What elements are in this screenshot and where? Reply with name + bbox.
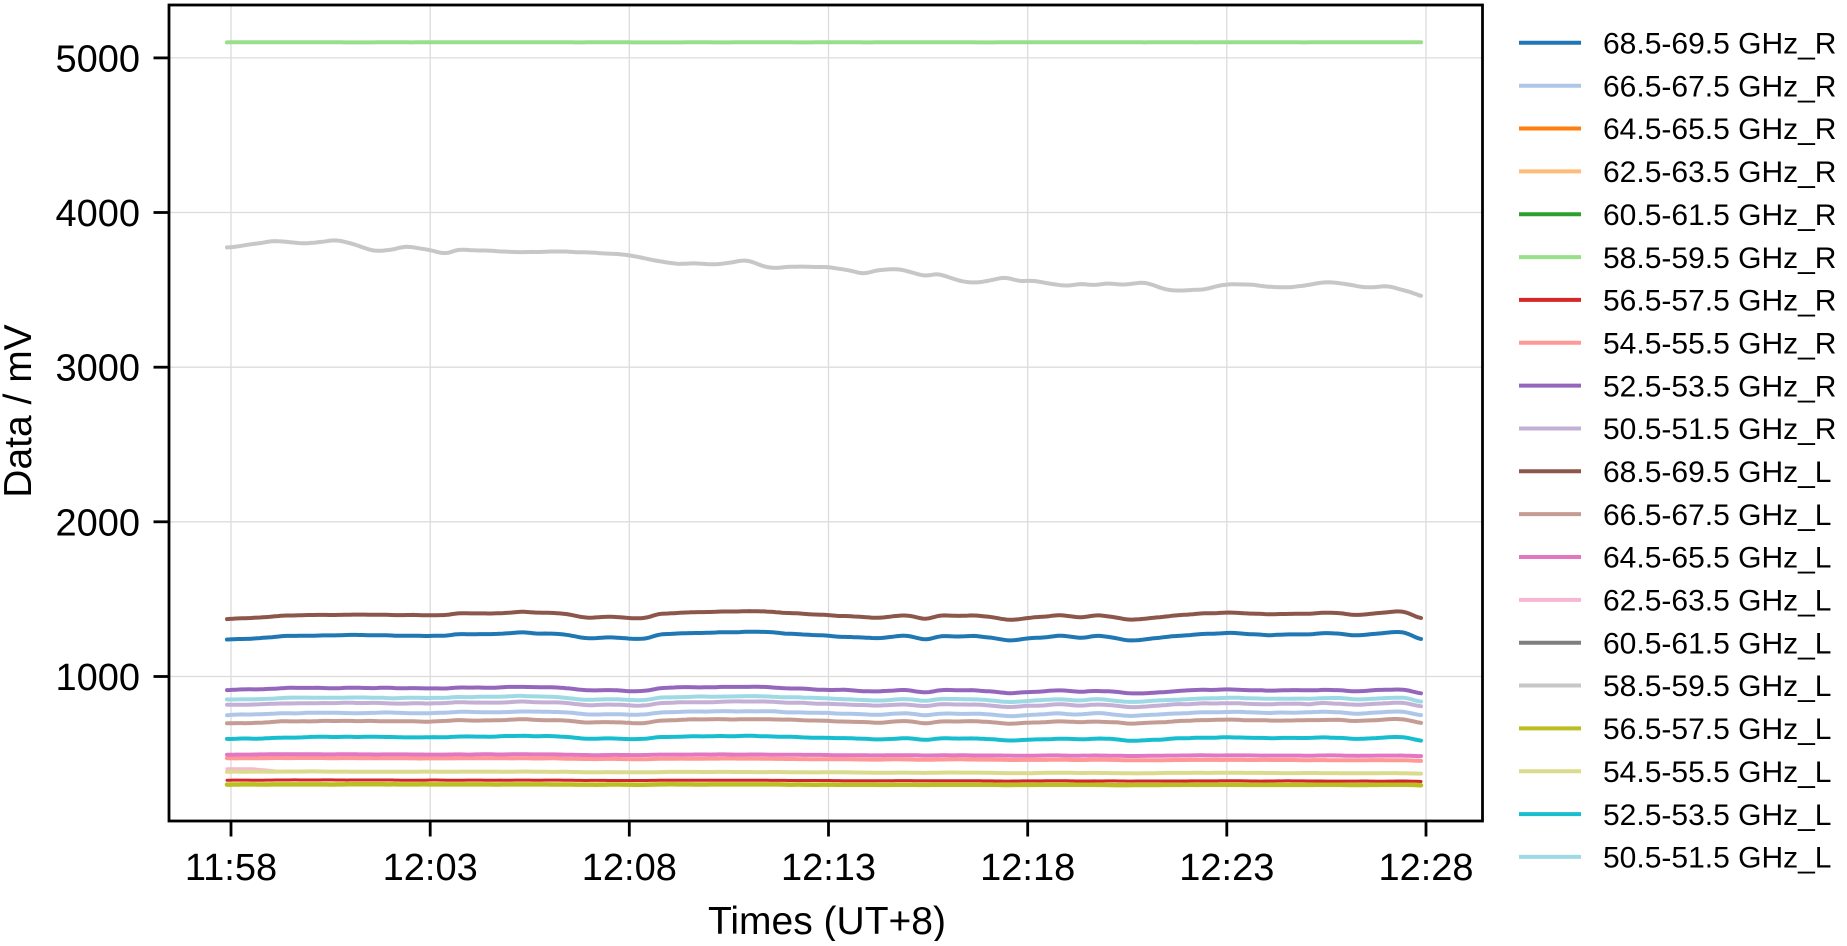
svg-text:4000: 4000	[55, 193, 140, 235]
svg-text:64.5-65.5 GHz_L: 64.5-65.5 GHz_L	[1603, 542, 1831, 575]
svg-text:50.5-51.5 GHz_L: 50.5-51.5 GHz_L	[1603, 842, 1831, 875]
svg-text:68.5-69.5 GHz_R: 68.5-69.5 GHz_R	[1603, 28, 1836, 61]
svg-text:12:08: 12:08	[582, 847, 677, 889]
svg-text:56.5-57.5 GHz_R: 56.5-57.5 GHz_R	[1603, 285, 1836, 318]
svg-text:58.5-59.5 GHz_R: 58.5-59.5 GHz_R	[1603, 242, 1836, 275]
svg-text:50.5-51.5 GHz_R: 50.5-51.5 GHz_R	[1603, 413, 1836, 446]
svg-text:66.5-67.5 GHz_R: 66.5-67.5 GHz_R	[1603, 70, 1836, 103]
svg-text:52.5-53.5 GHz_L: 52.5-53.5 GHz_L	[1603, 799, 1831, 832]
svg-text:1000: 1000	[55, 657, 140, 699]
svg-text:12:18: 12:18	[980, 847, 1075, 889]
svg-text:66.5-67.5 GHz_L: 66.5-67.5 GHz_L	[1603, 499, 1831, 532]
svg-text:54.5-55.5 GHz_L: 54.5-55.5 GHz_L	[1603, 756, 1831, 789]
svg-text:62.5-63.5 GHz_R: 62.5-63.5 GHz_R	[1603, 156, 1836, 189]
svg-text:60.5-61.5 GHz_L: 60.5-61.5 GHz_L	[1603, 627, 1831, 660]
svg-text:5000: 5000	[55, 38, 140, 80]
svg-text:54.5-55.5 GHz_R: 54.5-55.5 GHz_R	[1603, 327, 1836, 360]
svg-text:Times (UT+8): Times (UT+8)	[708, 900, 946, 941]
svg-text:52.5-53.5 GHz_R: 52.5-53.5 GHz_R	[1603, 370, 1836, 403]
svg-text:3000: 3000	[55, 348, 140, 390]
svg-text:12:23: 12:23	[1179, 847, 1274, 889]
svg-text:2000: 2000	[55, 502, 140, 544]
svg-text:Data / mV: Data / mV	[0, 324, 40, 497]
svg-text:60.5-61.5 GHz_R: 60.5-61.5 GHz_R	[1603, 199, 1836, 232]
svg-text:11:58: 11:58	[185, 847, 277, 889]
svg-text:12:03: 12:03	[383, 847, 478, 889]
svg-text:62.5-63.5 GHz_L: 62.5-63.5 GHz_L	[1603, 585, 1831, 618]
svg-text:68.5-69.5 GHz_L: 68.5-69.5 GHz_L	[1603, 456, 1831, 489]
svg-text:12:13: 12:13	[781, 847, 876, 889]
svg-text:64.5-65.5 GHz_R: 64.5-65.5 GHz_R	[1603, 113, 1836, 146]
svg-text:56.5-57.5 GHz_L: 56.5-57.5 GHz_L	[1603, 713, 1831, 746]
svg-text:58.5-59.5 GHz_L: 58.5-59.5 GHz_L	[1603, 670, 1831, 703]
svg-text:12:28: 12:28	[1378, 847, 1473, 889]
